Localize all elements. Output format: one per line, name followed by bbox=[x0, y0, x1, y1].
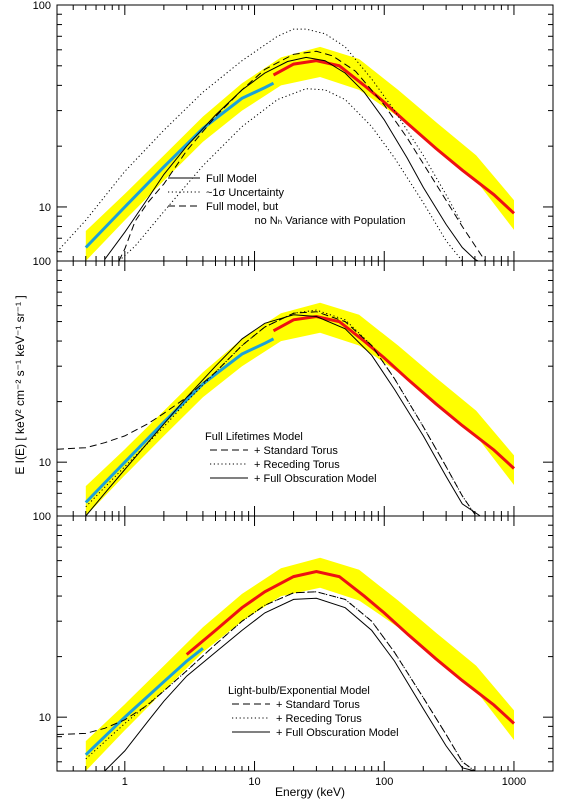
panel-1: 10 100 Full Model ~1σ Uncertainty Full model… bbox=[33, 0, 554, 262]
series-dashed-line bbox=[57, 311, 476, 515]
y-tick-label: 100 bbox=[33, 256, 51, 268]
legend-label: + Standard Torus bbox=[254, 445, 338, 457]
legend-label: no Nₕ Variance with Population bbox=[255, 215, 406, 227]
y-axis-label: E I(E) [ keV² cm⁻² s⁻¹ keV⁻¹ sr⁻¹ ] bbox=[13, 295, 27, 474]
panel-3: 10 100 1 10 100 1000 Light-bulb/Exponential Mo… bbox=[33, 511, 554, 788]
y-tick-label: 100 bbox=[33, 0, 51, 12]
series-dashed-line bbox=[118, 50, 486, 261]
y-tick-label: 100 bbox=[33, 511, 51, 523]
legend-label: + Standard Torus bbox=[276, 699, 360, 711]
observed-spectrum-line bbox=[84, 647, 204, 756]
legend-label: Full Model bbox=[206, 173, 257, 185]
plot-area bbox=[57, 557, 516, 771]
x-tick-label: 10 bbox=[248, 776, 260, 788]
series-solid-line bbox=[85, 314, 481, 516]
y-tick-label: 10 bbox=[39, 202, 51, 214]
observed-spectrum-line bbox=[84, 337, 275, 504]
legend: Full Lifetimes Model + Standard Torus + Re… bbox=[205, 431, 377, 485]
model-spectrum-line bbox=[185, 569, 516, 725]
plot-area bbox=[57, 28, 516, 261]
series-solid-line bbox=[104, 56, 480, 261]
legend-label: + Receding Torus bbox=[276, 713, 362, 725]
series-dotted-line bbox=[85, 591, 476, 771]
uncertainty-band bbox=[85, 302, 515, 516]
y-tick-label: 10 bbox=[39, 712, 51, 724]
plot-area bbox=[57, 302, 516, 516]
legend-label: Light-bulb/Exponential Model bbox=[228, 685, 370, 697]
panels: 10 100 Full Model ~1σ Uncertainty Full model… bbox=[33, 0, 554, 788]
x-tick-label: 100 bbox=[375, 776, 393, 788]
x-tick-label: 1 bbox=[122, 776, 128, 788]
panel-2: 10 100 Full Lifetimes Model + Standard Toru… bbox=[33, 256, 554, 517]
x-tick-label: 1000 bbox=[502, 776, 526, 788]
uncertainty-band bbox=[85, 46, 514, 261]
plot-frame bbox=[56, 515, 554, 772]
legend-label: + Receding Torus bbox=[254, 459, 340, 471]
legend-label: + Full Obscuration Model bbox=[254, 473, 377, 485]
series-dotted-line bbox=[57, 28, 463, 253]
series-dotted-line bbox=[85, 309, 476, 515]
x-axis-label: Energy (keV) bbox=[275, 785, 345, 799]
legend-label: Full model, but bbox=[206, 201, 278, 213]
uncertainty-band bbox=[85, 557, 515, 771]
legend-label: + Full Obscuration Model bbox=[276, 727, 399, 739]
legend: Full Model ~1σ Uncertainty Full model, but… bbox=[168, 173, 406, 227]
series-solid-line bbox=[104, 597, 476, 771]
model-spectrum-line bbox=[272, 314, 516, 470]
model-spectrum-line bbox=[272, 59, 516, 215]
legend-label: Full Lifetimes Model bbox=[205, 431, 303, 443]
series-dotted-line bbox=[118, 88, 463, 261]
series-dashed-line bbox=[57, 591, 476, 771]
y-tick-label: 10 bbox=[39, 457, 51, 469]
legend: Light-bulb/Exponential Model + Standard T… bbox=[228, 685, 399, 739]
legend-label: ~1σ Uncertainty bbox=[206, 187, 285, 199]
